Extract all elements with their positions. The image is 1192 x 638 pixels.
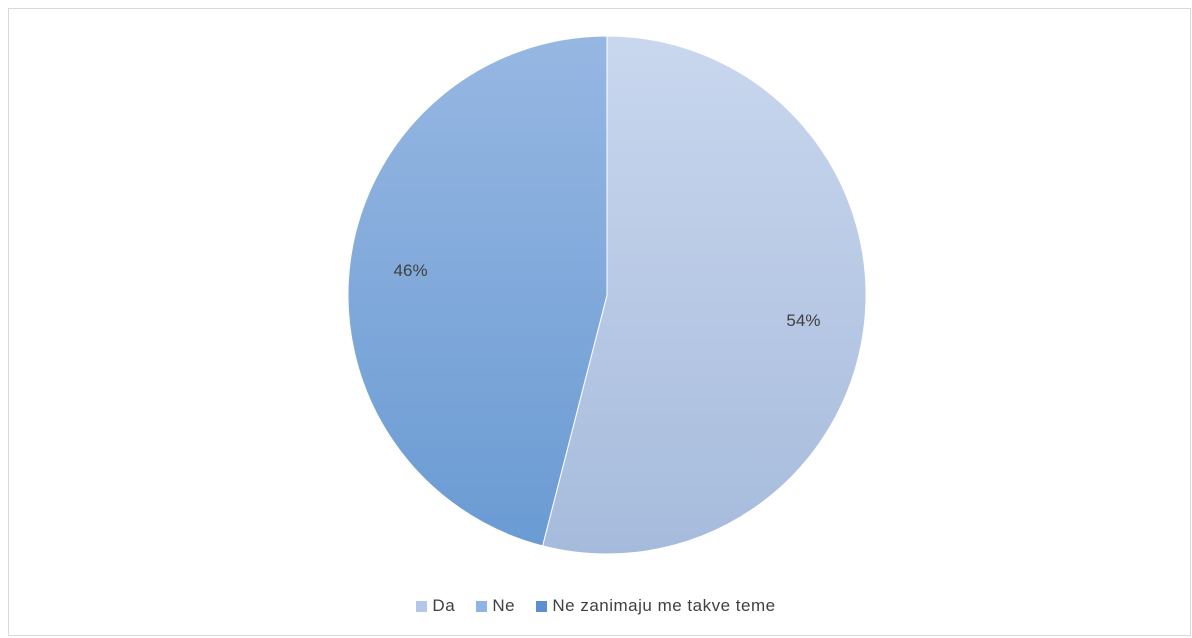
legend-item-ne: Ne bbox=[476, 596, 515, 616]
legend-label-ne: Ne bbox=[492, 596, 516, 615]
legend-label-da: Da bbox=[432, 596, 456, 615]
legend: Da Ne Ne zanimaju me takve teme bbox=[0, 596, 1192, 617]
legend-item-ne-zanimaju: Ne zanimaju me takve teme bbox=[536, 596, 775, 616]
pie-slice-da bbox=[541, 35, 867, 555]
legend-swatch-da bbox=[416, 600, 428, 612]
data-label-ne: 46% bbox=[394, 261, 428, 280]
legend-label-ne-zanimaju: Ne zanimaju me takve teme bbox=[552, 596, 776, 615]
data-label-da: 54% bbox=[786, 311, 820, 330]
pie-slices bbox=[347, 35, 867, 555]
legend-item-da: Da bbox=[416, 596, 455, 616]
legend-swatch-ne bbox=[476, 600, 488, 612]
pie-data-labels: 54% 46% bbox=[394, 261, 821, 330]
legend-swatch-ne-zanimaju bbox=[536, 600, 548, 612]
pie-slice-ne bbox=[347, 35, 608, 547]
